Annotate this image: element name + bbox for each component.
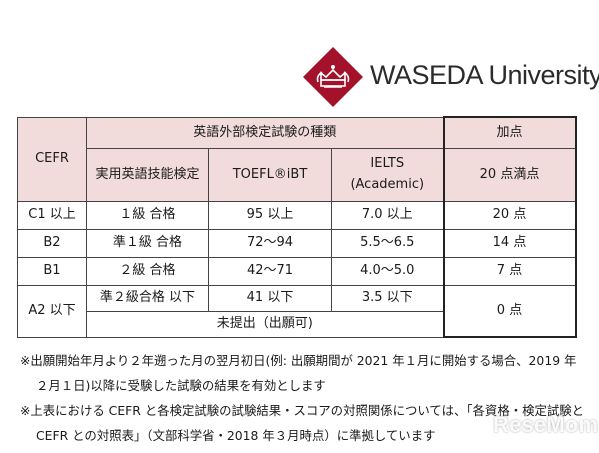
cell-bonus: 7 点 bbox=[442, 256, 577, 286]
cell-bonus: 20 点 bbox=[442, 200, 577, 230]
cell-bonus: 0 点 bbox=[442, 284, 577, 338]
table-row: 未提出（出願可) bbox=[18, 310, 576, 338]
notes: ※出願開始年月より２年遡った月の翌月初日(例: 出願期間が 2021 年１月に開… bbox=[20, 348, 585, 448]
table-row: B1 ２級 合格 42〜71 4.0〜5.0 7 点 bbox=[17, 256, 577, 286]
table-row: A2 以下 準２級合格 以下 41 以下 3.5 以下 0 点 bbox=[17, 284, 577, 338]
cell-ielts: 3.5 以下 bbox=[331, 284, 444, 312]
header-toefl: TOEFL®iBT bbox=[208, 147, 332, 202]
cell-cefr: B2 bbox=[17, 228, 87, 258]
table-row: C1 以上 １級 合格 95 以上 7.0 以上 20 点 bbox=[17, 200, 577, 230]
cell-toefl: 41 以下 bbox=[208, 284, 332, 312]
cell-not-submitted: 未提出（出願可) bbox=[86, 310, 444, 338]
waseda-crest-icon bbox=[303, 47, 363, 107]
cell-toefl: 72〜94 bbox=[208, 228, 332, 258]
header-ielts-line1: IELTS bbox=[370, 156, 405, 172]
university-name: WASEDA University bbox=[370, 60, 599, 90]
header-bonus-max: 20 点満点 bbox=[442, 147, 577, 202]
cell-toefl: 95 以上 bbox=[208, 200, 332, 230]
cell-cefr: C1 以上 bbox=[17, 200, 87, 230]
header-ielts: IELTS (Academic) bbox=[331, 147, 444, 202]
cell-ielts: 5.5〜6.5 bbox=[331, 228, 444, 258]
resemom-watermark-kana: リセマム bbox=[565, 419, 590, 426]
cell-ielts: 7.0 以上 bbox=[331, 200, 444, 230]
score-table: CEFR 英語外部検定試験の種類 加点 実用英語技能検定 TOEFL®iBT I… bbox=[17, 116, 577, 338]
header-cefr: CEFR bbox=[17, 116, 87, 202]
cell-bonus: 14 点 bbox=[442, 228, 577, 258]
header-ielts-line2: (Academic) bbox=[350, 177, 425, 192]
cell-eiken: 準２級合格 以下 bbox=[86, 284, 209, 312]
cell-eiken: 準１級 合格 bbox=[86, 228, 209, 258]
cell-ielts: 4.0〜5.0 bbox=[331, 256, 444, 286]
resemom-watermark: ReseMom bbox=[493, 412, 599, 437]
header-bonus: 加点 bbox=[442, 116, 577, 149]
cell-eiken: ２級 合格 bbox=[86, 256, 209, 286]
cell-cefr: A2 以下 bbox=[17, 284, 87, 338]
header-test-types: 英語外部検定試験の種類 bbox=[86, 116, 444, 149]
note-validity: ※出願開始年月より２年遡った月の翌月初日(例: 出願期間が 2021 年１月に開… bbox=[20, 353, 577, 393]
header-eiken: 実用英語技能検定 bbox=[86, 147, 209, 202]
cell-toefl: 42〜71 bbox=[208, 256, 332, 286]
cell-eiken: １級 合格 bbox=[86, 200, 209, 230]
table-row: B2 準１級 合格 72〜94 5.5〜6.5 14 点 bbox=[17, 228, 577, 258]
cell-cefr: B1 bbox=[17, 256, 87, 286]
note-cefr-mapping: ※上表における CEFR と各検定試験の試験結果・スコアの対照関係については、「… bbox=[20, 403, 585, 443]
